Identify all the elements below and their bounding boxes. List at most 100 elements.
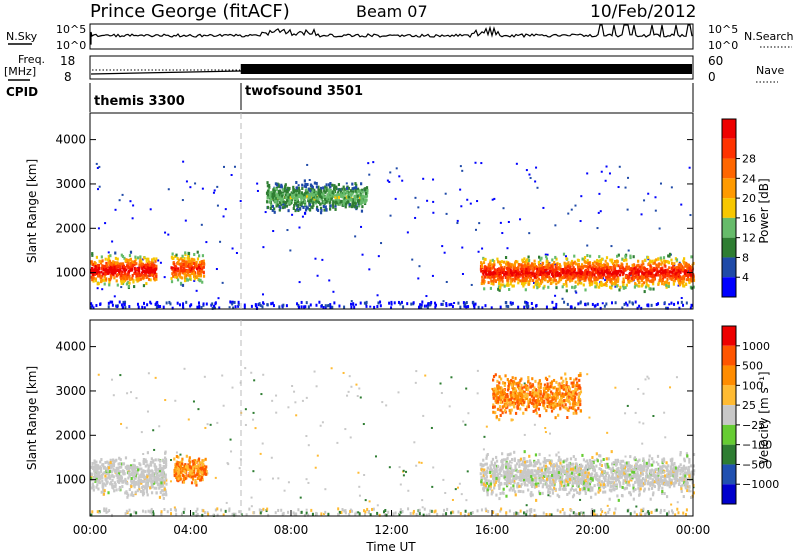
power-cell xyxy=(560,275,563,279)
power-cell xyxy=(622,258,626,262)
power-cell xyxy=(460,205,463,208)
velocity-cell xyxy=(158,477,161,481)
velocity-cell xyxy=(173,457,176,461)
velocity-cell xyxy=(105,509,108,513)
power-cell xyxy=(197,274,200,278)
velocity-cell xyxy=(129,466,132,470)
velocity-cell xyxy=(132,479,136,483)
power-cell xyxy=(304,191,308,195)
velocity-cell xyxy=(588,458,592,462)
velocity-cell xyxy=(530,463,533,467)
power-cell xyxy=(264,211,267,214)
power-cell xyxy=(307,199,310,203)
velocity-cell xyxy=(156,473,159,477)
power-cell xyxy=(522,284,525,288)
power-cell xyxy=(108,281,111,285)
power-cell xyxy=(517,266,520,270)
power-cell xyxy=(107,258,110,262)
power-cell xyxy=(279,191,283,195)
velocity-cell xyxy=(97,511,100,514)
power-cell xyxy=(109,262,113,266)
velocity-cell xyxy=(100,458,103,462)
power-cell xyxy=(155,277,158,281)
power-cell xyxy=(113,266,116,270)
power-cell xyxy=(394,197,397,200)
power-cell xyxy=(558,264,562,268)
velocity-cell xyxy=(194,478,197,482)
velocity-cell xyxy=(229,438,232,441)
power-cell xyxy=(617,253,620,257)
power-cell xyxy=(115,274,118,278)
velocity-cell xyxy=(640,508,643,512)
power-cell xyxy=(128,258,131,262)
power-cell xyxy=(303,211,307,215)
velocity-cell xyxy=(480,508,483,512)
power-cell xyxy=(97,227,100,230)
power-cell xyxy=(262,302,265,305)
velocity-cell xyxy=(163,492,166,496)
power-cell xyxy=(342,202,345,206)
power-cell xyxy=(591,261,595,265)
power-cell xyxy=(192,271,195,275)
power-cell xyxy=(670,267,673,271)
velocity-cell xyxy=(164,399,167,402)
velocity-cell xyxy=(526,509,529,513)
power-cell xyxy=(506,278,509,282)
power-cell xyxy=(479,267,483,271)
velocity-cell xyxy=(178,470,181,474)
power-cell xyxy=(101,288,104,291)
velocity-cell xyxy=(144,510,147,514)
power-cell xyxy=(278,196,281,200)
power-cell xyxy=(609,278,612,282)
power-cell xyxy=(345,195,348,199)
power-cell xyxy=(681,282,684,286)
velocity-cell xyxy=(194,481,197,485)
power-cell xyxy=(637,278,640,282)
velocity-cell xyxy=(606,504,609,507)
power-cell xyxy=(123,272,126,276)
power-cell xyxy=(555,263,558,267)
power-cell xyxy=(175,272,178,276)
power-cell xyxy=(544,253,547,256)
velocity-cell xyxy=(677,511,680,515)
velocity-cell xyxy=(320,512,323,516)
power-cell xyxy=(482,281,485,285)
power-cell xyxy=(491,264,494,268)
power-cell xyxy=(180,276,184,280)
power-cell xyxy=(426,199,429,202)
power-cell xyxy=(298,189,301,193)
power-cell xyxy=(532,270,535,274)
power-cell xyxy=(324,304,327,308)
power-cell xyxy=(632,255,635,259)
power-cell xyxy=(272,198,275,202)
velocity-cell xyxy=(647,377,650,380)
power-cell xyxy=(190,303,193,307)
power-cell xyxy=(276,183,279,187)
power-cell xyxy=(121,262,125,266)
velocity-cell xyxy=(115,458,118,462)
power-cell xyxy=(342,185,345,189)
velocity-cell xyxy=(346,394,349,397)
velocity-cell xyxy=(166,510,169,514)
power-cell xyxy=(173,262,176,266)
power-cell xyxy=(597,275,600,279)
velocity-cell xyxy=(471,511,474,515)
velocity-cell xyxy=(398,512,401,516)
power-cell xyxy=(346,200,350,204)
power-cell xyxy=(490,306,493,310)
power-cell xyxy=(687,277,690,281)
nave-label: Nave xyxy=(756,64,784,77)
velocity-cell xyxy=(422,513,425,517)
power-cell xyxy=(613,260,617,264)
power-cell xyxy=(689,214,692,217)
power-cell xyxy=(101,259,104,263)
power-cell xyxy=(651,259,654,263)
power-cell xyxy=(90,266,94,270)
power-cell xyxy=(562,282,565,286)
velocity-cell xyxy=(222,513,225,517)
power-cell xyxy=(599,210,602,213)
velocity-cell xyxy=(129,464,133,468)
power-cell xyxy=(569,272,572,276)
power-cell xyxy=(542,275,545,279)
velocity-cell xyxy=(115,473,118,477)
